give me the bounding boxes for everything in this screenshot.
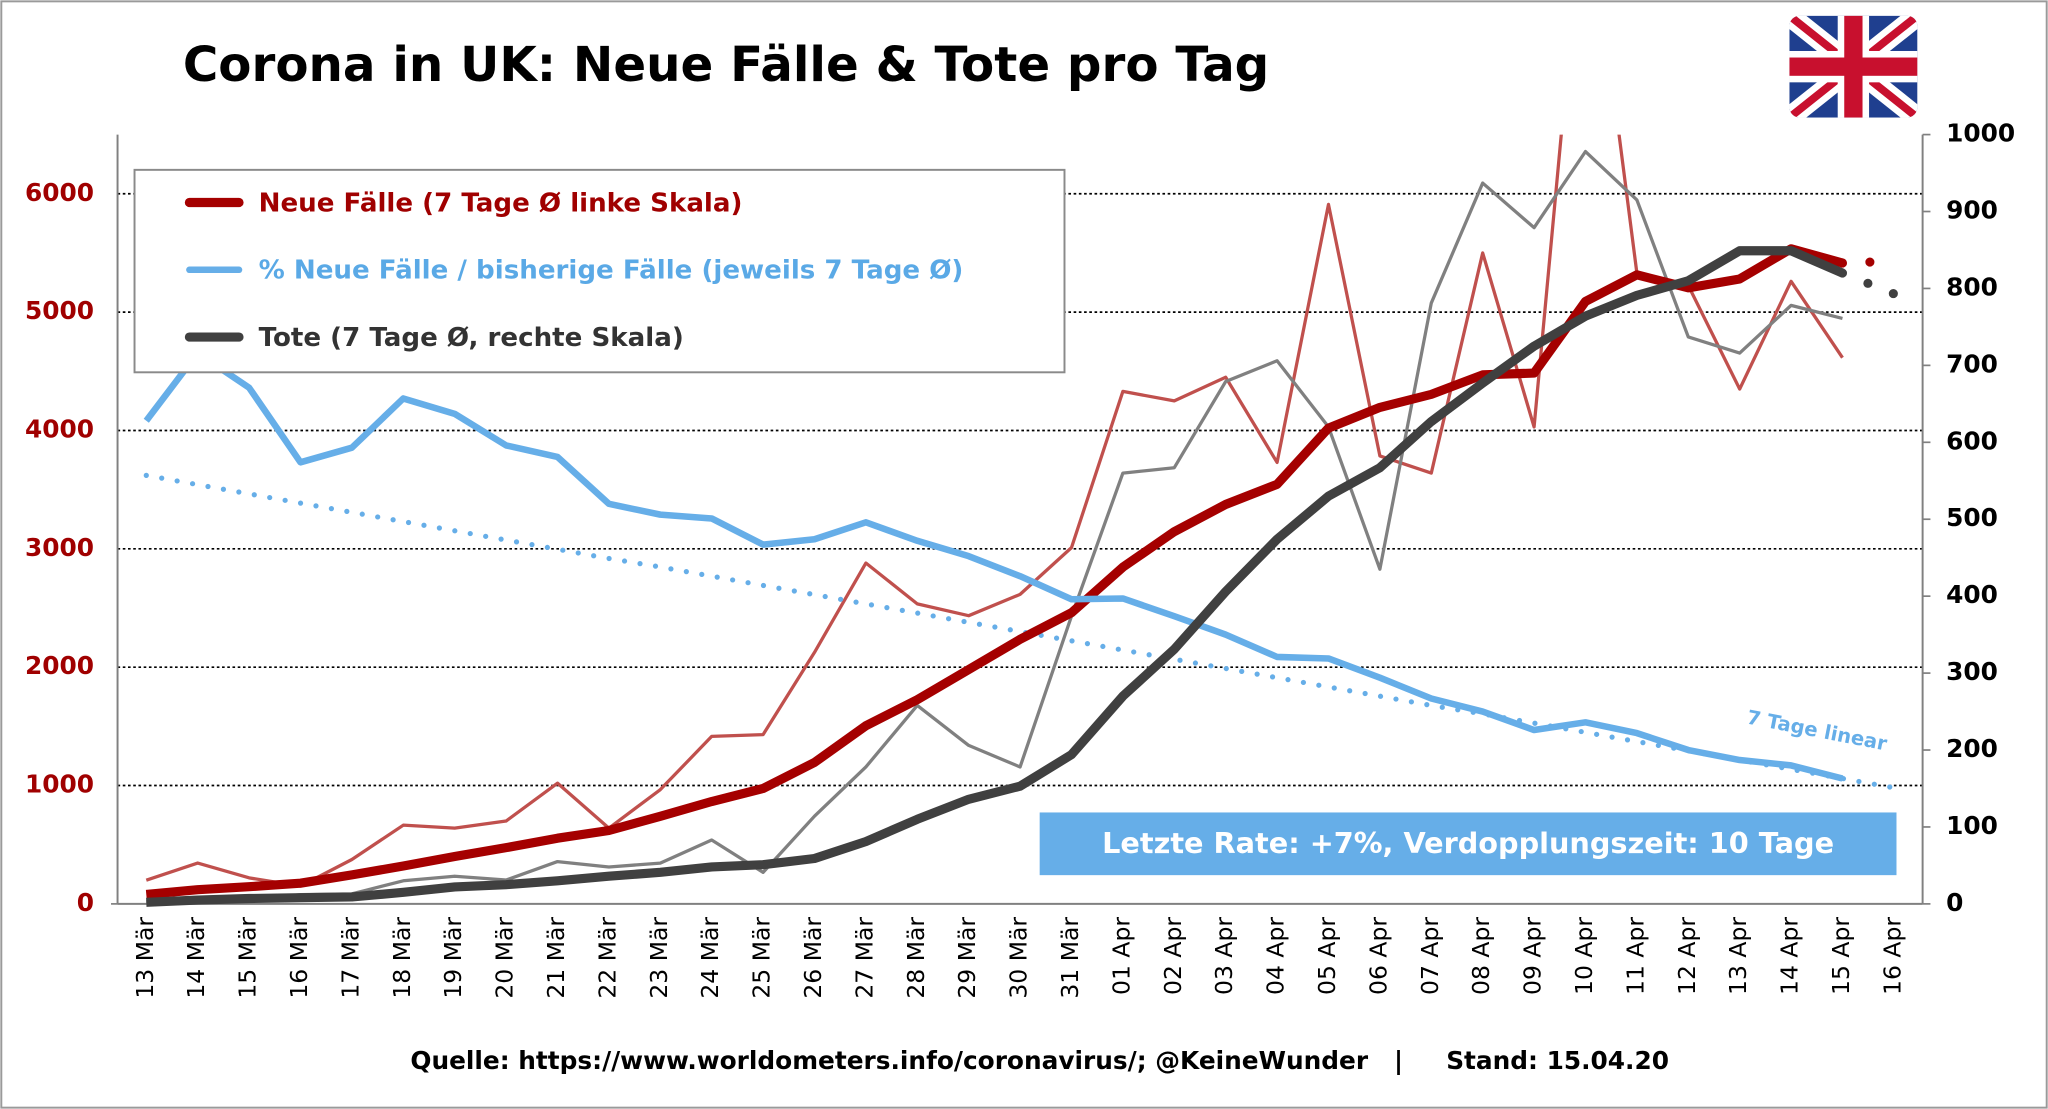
x-tick-label: 15 Apr xyxy=(1827,917,1855,995)
y2-tick-label: 100 xyxy=(1946,811,1998,840)
series-line xyxy=(1837,268,1899,299)
x-tick-label: 29 Mär xyxy=(953,917,981,999)
series-line xyxy=(145,244,1844,899)
y-tick-label: 5000 xyxy=(25,296,94,325)
y2-tick-label: 200 xyxy=(1946,734,1998,763)
x-tick-label: 14 Mär xyxy=(182,917,210,999)
annotation-box xyxy=(1039,812,1897,876)
legend-box xyxy=(133,168,1066,374)
x-tick-label: 05 Apr xyxy=(1313,917,1341,995)
x-tick-label: 20 Mär xyxy=(491,917,519,999)
x-tick-label: 27 Mär xyxy=(850,917,878,999)
y-tick-label: 6000 xyxy=(25,178,94,207)
y2-tick-label: 500 xyxy=(1946,503,1998,532)
y-tick-label: 0 xyxy=(77,888,94,917)
x-tick-label: 23 Mär xyxy=(645,917,673,999)
x-tick-label: 26 Mär xyxy=(799,917,827,999)
y2-tick-label: 700 xyxy=(1946,349,1998,378)
x-tick-label: 17 Mär xyxy=(336,917,364,999)
x-tick-label: 10 Apr xyxy=(1570,917,1598,995)
x-tick-label: 16 Mär xyxy=(285,917,313,999)
x-tick-label: 01 Apr xyxy=(1107,917,1135,995)
legend-label: Neue Fälle (7 Tage Ø linke Skala) xyxy=(259,188,743,218)
x-tick-label: 19 Mär xyxy=(439,917,467,999)
source: Quelle: https://www.worldometers.info/co… xyxy=(410,1046,1669,1075)
x-tick-label: 31 Mär xyxy=(1056,917,1084,999)
y-tick-label: 1000 xyxy=(25,770,94,799)
x-tick-label: 07 Apr xyxy=(1416,917,1444,995)
x-tick-label: 28 Mär xyxy=(902,917,930,999)
x-tick-label: 08 Apr xyxy=(1467,917,1495,995)
uk-flag xyxy=(1789,15,1918,118)
x-tick-label: 03 Apr xyxy=(1210,917,1238,995)
y-tick-label: 4000 xyxy=(25,414,94,443)
x-tick-label: 25 Mär xyxy=(748,917,776,999)
x-tick-label: 30 Mär xyxy=(1005,917,1033,999)
y2-tick-label: 300 xyxy=(1946,657,1998,686)
x-tick-label: 09 Apr xyxy=(1519,917,1547,995)
x-tick-label: 11 Apr xyxy=(1621,917,1649,995)
series-line xyxy=(1837,256,1899,268)
x-tick-label: 13 Mär xyxy=(131,917,159,999)
x-tick-label: 15 Mär xyxy=(234,917,262,999)
y2-tick-label: 600 xyxy=(1946,426,1998,455)
y2-tick-label: 0 xyxy=(1946,888,1963,917)
x-tick-label: 06 Apr xyxy=(1364,917,1392,995)
series-line xyxy=(146,149,1843,904)
x-tick-label: 04 Apr xyxy=(1262,917,1290,995)
series-line xyxy=(143,472,1897,791)
x-tick-label: 21 Mär xyxy=(542,917,570,999)
x-tick-label: 16 Apr xyxy=(1878,917,1906,995)
y2-tick-label: 800 xyxy=(1946,272,1998,301)
x-tick-label: 24 Mär xyxy=(696,917,724,999)
series-line xyxy=(146,246,1845,907)
y-tick-label: 2000 xyxy=(25,651,94,680)
x-tick-label: 02 Apr xyxy=(1159,917,1187,995)
x-tick-label: 18 Mär xyxy=(388,917,416,999)
y2-tick-label: 400 xyxy=(1946,580,1998,609)
annotation: Letzte Rate: +7%, Verdopplungszeit: 10 T… xyxy=(1102,826,1834,860)
chart-title: Corona in UK: Neue Fälle & Tote pro Tag xyxy=(183,37,1269,93)
x-tick-label: 14 Apr xyxy=(1776,917,1804,995)
legend-label: % Neue Fälle / bisherige Fälle (jeweils … xyxy=(259,256,964,286)
x-tick-label: 22 Mär xyxy=(593,917,621,999)
x-tick-label: 13 Apr xyxy=(1724,917,1752,995)
y2-tick-label: 1000 xyxy=(1946,119,2015,148)
series-line xyxy=(145,134,1844,888)
y2-tick-label: 900 xyxy=(1946,196,1998,225)
series-line xyxy=(143,349,1844,782)
y-tick-label: 3000 xyxy=(25,533,94,562)
legend-label: Tote (7 Tage Ø, rechte Skala) xyxy=(259,323,684,353)
x-tick-label: 12 Apr xyxy=(1673,917,1701,995)
